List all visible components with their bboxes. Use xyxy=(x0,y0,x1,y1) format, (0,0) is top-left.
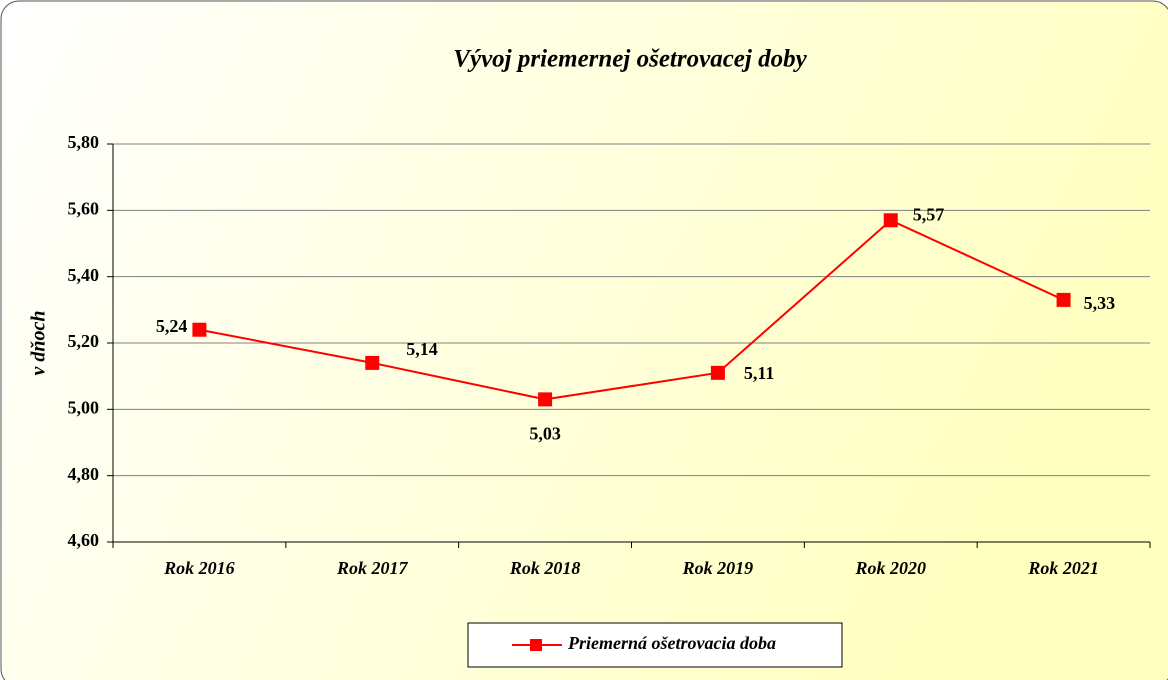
point-marker xyxy=(710,365,725,380)
y-tick-label: 5,20 xyxy=(68,331,100,351)
x-tick-label: Rok 2018 xyxy=(509,558,581,578)
y-tick-label: 5,40 xyxy=(68,265,100,285)
data-label: 5,57 xyxy=(913,204,945,224)
legend-marker xyxy=(530,639,542,651)
x-tick-label: Rok 2016 xyxy=(163,558,235,578)
x-tick-label: Rok 2019 xyxy=(682,558,754,578)
point-marker xyxy=(365,355,380,370)
data-label: 5,14 xyxy=(406,339,438,359)
x-tick-label: Rok 2017 xyxy=(336,558,409,578)
y-tick-label: 5,00 xyxy=(68,397,100,417)
y-axis-label: v dňoch xyxy=(28,311,50,376)
series-line xyxy=(199,219,1065,401)
data-label: 5,33 xyxy=(1084,293,1116,313)
x-tick-label: Rok 2020 xyxy=(854,558,926,578)
point-marker xyxy=(883,213,898,228)
data-label: 5,24 xyxy=(156,316,188,336)
y-tick-label: 4,80 xyxy=(68,464,100,484)
y-tick-label: 5,80 xyxy=(68,132,100,152)
legend-label: Priemerná ošetrovacia doba xyxy=(567,633,776,653)
chart-title: Vývoj priemernej ošetrovacej doby xyxy=(453,46,807,73)
y-tick-label: 4,60 xyxy=(68,530,100,550)
point-marker xyxy=(538,392,553,407)
y-tick-label: 5,60 xyxy=(68,198,100,218)
point-marker xyxy=(1056,292,1071,307)
data-label: 5,03 xyxy=(529,424,561,444)
data-label: 5,11 xyxy=(744,363,775,383)
x-tick-label: Rok 2021 xyxy=(1027,558,1099,578)
point-marker xyxy=(192,322,207,337)
